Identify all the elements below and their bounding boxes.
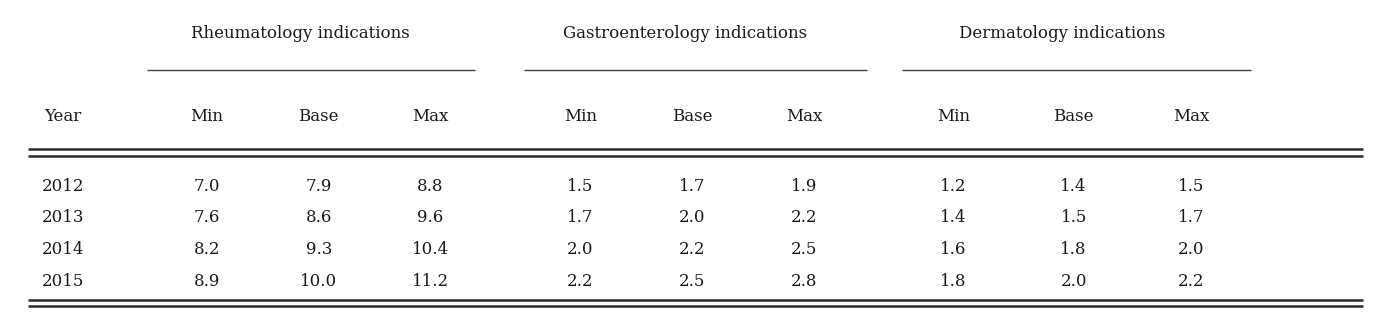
Text: Year: Year (45, 107, 81, 125)
Text: 11.2: 11.2 (412, 273, 449, 290)
Text: 7.6: 7.6 (194, 209, 219, 226)
Text: 1.5: 1.5 (1061, 209, 1086, 226)
Text: 2.5: 2.5 (679, 273, 705, 290)
Text: 1.7: 1.7 (679, 177, 705, 195)
Text: 8.2: 8.2 (194, 241, 219, 258)
Text: Base: Base (1054, 107, 1093, 125)
Text: 1.5: 1.5 (1179, 177, 1204, 195)
Text: 2.2: 2.2 (791, 209, 816, 226)
Text: 1.4: 1.4 (1061, 177, 1086, 195)
Text: 2.0: 2.0 (679, 209, 705, 226)
Text: 2015: 2015 (42, 273, 84, 290)
Text: 2012: 2012 (42, 177, 84, 195)
Text: 1.2: 1.2 (941, 177, 966, 195)
Text: 8.6: 8.6 (306, 209, 331, 226)
Text: 2.0: 2.0 (568, 241, 593, 258)
Text: 7.0: 7.0 (194, 177, 219, 195)
Text: 2013: 2013 (42, 209, 84, 226)
Text: 1.6: 1.6 (941, 241, 966, 258)
Text: 1.4: 1.4 (941, 209, 966, 226)
Text: 10.4: 10.4 (412, 241, 449, 258)
Text: Rheumatology indications: Rheumatology indications (192, 25, 410, 42)
Text: Min: Min (563, 107, 597, 125)
Text: 1.9: 1.9 (791, 177, 816, 195)
Text: 9.3: 9.3 (306, 241, 331, 258)
Text: 2.2: 2.2 (1179, 273, 1204, 290)
Text: 10.0: 10.0 (301, 273, 337, 290)
Text: Max: Max (1173, 107, 1209, 125)
Text: 1.7: 1.7 (568, 209, 593, 226)
Text: 2.8: 2.8 (791, 273, 816, 290)
Text: Gastroenterology indications: Gastroenterology indications (563, 25, 807, 42)
Text: Max: Max (786, 107, 822, 125)
Text: 2.5: 2.5 (791, 241, 816, 258)
Text: Dermatology indications: Dermatology indications (959, 25, 1166, 42)
Text: 7.9: 7.9 (306, 177, 331, 195)
Text: 9.6: 9.6 (418, 209, 443, 226)
Text: 2014: 2014 (42, 241, 84, 258)
Text: 1.8: 1.8 (1061, 241, 1086, 258)
Text: Base: Base (672, 107, 712, 125)
Text: 2.0: 2.0 (1061, 273, 1086, 290)
Text: 1.7: 1.7 (1179, 209, 1204, 226)
Text: 2.2: 2.2 (568, 273, 593, 290)
Text: Min: Min (190, 107, 224, 125)
Text: Base: Base (299, 107, 338, 125)
Text: 1.5: 1.5 (568, 177, 593, 195)
Text: 2.0: 2.0 (1179, 241, 1204, 258)
Text: 2.2: 2.2 (679, 241, 705, 258)
Text: 1.8: 1.8 (941, 273, 966, 290)
Text: Min: Min (937, 107, 970, 125)
Text: 8.9: 8.9 (194, 273, 219, 290)
Text: Max: Max (412, 107, 449, 125)
Text: 8.8: 8.8 (418, 177, 443, 195)
